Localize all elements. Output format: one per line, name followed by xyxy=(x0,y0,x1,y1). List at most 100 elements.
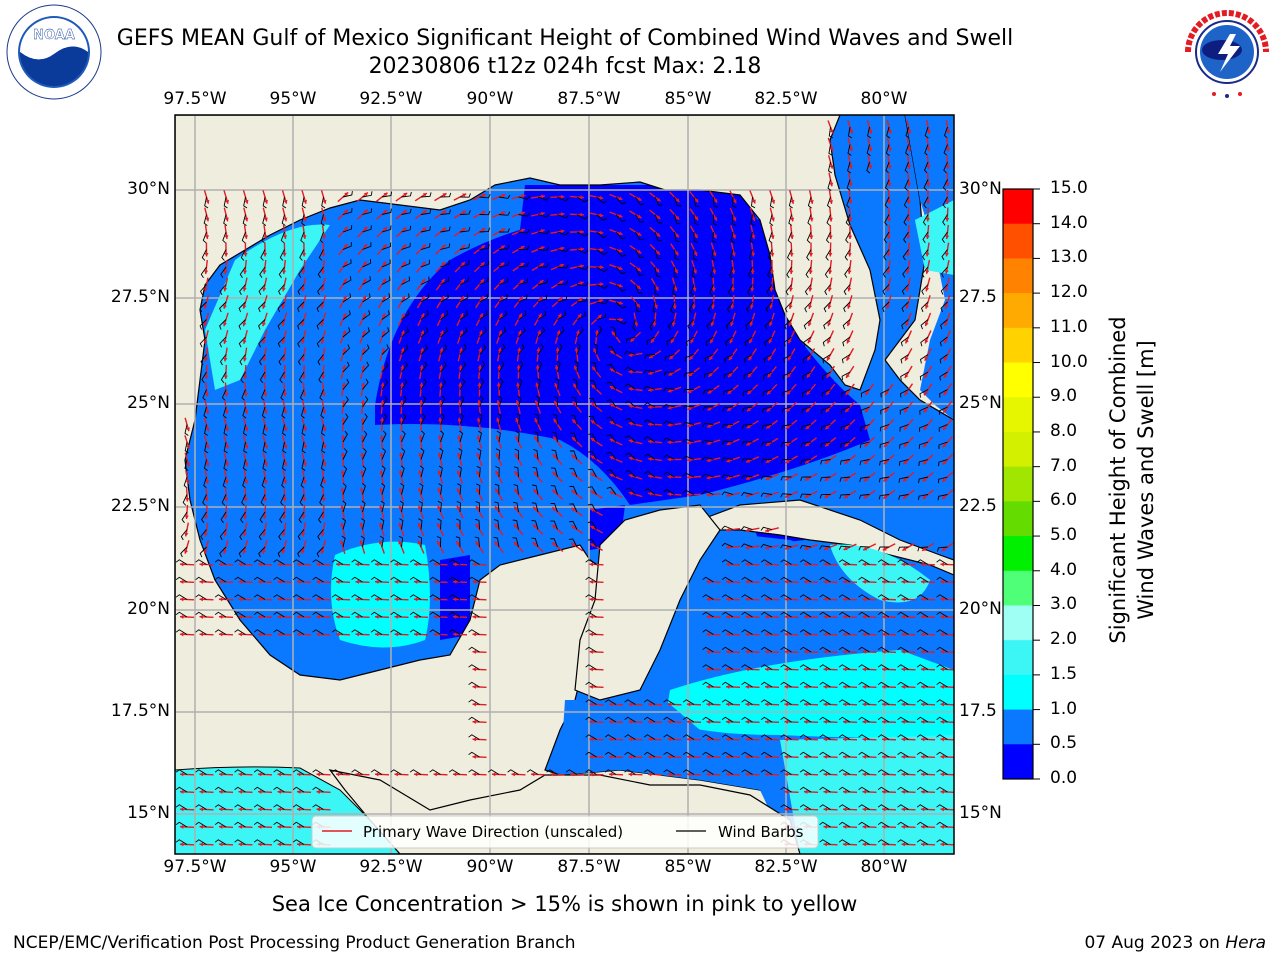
wave-arrow-head xyxy=(609,491,614,495)
wave-arrow-head xyxy=(258,824,262,829)
wave-arrow-head xyxy=(849,129,854,134)
wind-barb xyxy=(897,681,909,688)
wind-barb xyxy=(401,242,411,250)
wave-arrow-head xyxy=(419,365,424,369)
wind-barb xyxy=(342,500,347,513)
wave-arrow-head xyxy=(398,522,403,527)
wave-arrow-head xyxy=(497,365,502,369)
wave-arrow-head xyxy=(519,296,523,301)
wind-barb xyxy=(440,260,450,268)
wind-barb xyxy=(741,594,753,600)
wave-arrow-head xyxy=(901,702,905,707)
wave-arrow-head xyxy=(277,562,281,567)
wave-arrow-head xyxy=(667,405,672,410)
wind-barb xyxy=(195,559,207,565)
wave-arrow-head xyxy=(922,547,927,551)
lon-label: 82.5°W xyxy=(754,89,818,109)
wind-barb xyxy=(800,459,812,465)
wind-barb xyxy=(587,503,597,513)
wave-arrow-head xyxy=(322,462,327,467)
wave-arrow-head xyxy=(262,270,267,274)
wave-arrow-head xyxy=(765,614,769,619)
wave-arrow-head xyxy=(687,719,691,724)
wind-barb xyxy=(643,385,656,390)
wave-arrow-head xyxy=(843,579,847,584)
wind-barb xyxy=(674,214,681,225)
wave-arrow-head xyxy=(224,392,229,397)
wind-barb xyxy=(401,361,408,373)
wave-arrow-head xyxy=(710,339,714,344)
wave-arrow-head xyxy=(618,283,623,288)
wave-arrow-head xyxy=(515,417,520,422)
wave-arrow-head xyxy=(823,772,827,777)
wave-arrow-head xyxy=(843,546,848,551)
wind-barb xyxy=(221,389,227,401)
wave-arrow-head xyxy=(728,373,733,378)
wind-barb xyxy=(342,327,351,338)
wind-barb xyxy=(847,161,852,174)
wave-arrow-head xyxy=(440,296,445,300)
wind-barb xyxy=(682,472,695,478)
wave-arrow-head xyxy=(472,684,476,689)
wave-arrow-head xyxy=(687,754,691,759)
wave-arrow-head xyxy=(924,304,929,309)
wave-arrow-head xyxy=(238,632,242,637)
wind-barb xyxy=(214,576,227,583)
wind-barb xyxy=(526,769,539,775)
wave-arrow-head xyxy=(882,754,886,759)
wind-barb xyxy=(370,559,383,565)
wind-barb xyxy=(940,319,948,330)
wind-barb xyxy=(253,629,266,635)
wave-arrow-head xyxy=(320,304,325,309)
wave-arrow-head xyxy=(433,614,437,619)
wind-barb xyxy=(741,716,753,723)
wave-arrow-head xyxy=(901,719,905,724)
wave-arrow-head xyxy=(862,579,866,584)
wave-arrow-head xyxy=(263,235,268,239)
wind-barb xyxy=(781,424,792,430)
wave-arrow-head xyxy=(519,279,524,284)
wind-barb xyxy=(702,681,714,688)
wind-barb xyxy=(764,319,773,330)
lat-label: 27.5 xyxy=(959,287,997,307)
wind-barb xyxy=(760,629,773,635)
wind-barb xyxy=(785,284,792,296)
wind-barb xyxy=(258,354,266,366)
wave-arrow-head xyxy=(925,287,930,292)
wind-barb xyxy=(182,494,188,506)
wind-barb xyxy=(682,405,695,410)
wave-arrow-head xyxy=(940,737,944,742)
wave-arrow-head xyxy=(277,824,281,829)
wind-barb xyxy=(821,389,831,398)
wave-arrow-head xyxy=(882,667,886,672)
wind-barb xyxy=(370,629,383,635)
wave-arrow-head xyxy=(472,562,476,567)
wave-arrow-head xyxy=(481,211,486,215)
wind-barb xyxy=(819,734,831,740)
wave-arrow-head xyxy=(501,211,506,215)
wave-arrow-head xyxy=(687,702,691,707)
wave-arrow-head xyxy=(472,597,476,602)
wind-barb xyxy=(877,769,890,775)
wave-arrow-head xyxy=(945,147,950,152)
wind-barb xyxy=(783,354,792,364)
map-title: GEFS MEAN Gulf of Mexico Significant Hei… xyxy=(116,26,1014,51)
wind-barb xyxy=(827,161,833,174)
wave-arrow-head xyxy=(320,532,325,537)
wave-arrow-head xyxy=(340,505,345,509)
wave-arrow-head xyxy=(887,147,892,152)
wind-barb xyxy=(902,249,909,261)
wind-barb xyxy=(518,195,530,200)
wind-barb xyxy=(878,476,890,483)
wind-barb xyxy=(702,473,714,478)
wind-barb xyxy=(448,594,461,600)
wind-barb xyxy=(429,576,441,583)
wind-barb xyxy=(702,699,714,705)
wave-arrow-head xyxy=(751,235,756,239)
wind-barb xyxy=(900,354,909,364)
wave-arrow-head xyxy=(375,632,379,637)
wave-arrow-head xyxy=(868,165,873,169)
wind-barb xyxy=(819,821,831,828)
wind-barb xyxy=(342,242,352,250)
wind-barb xyxy=(214,786,227,793)
